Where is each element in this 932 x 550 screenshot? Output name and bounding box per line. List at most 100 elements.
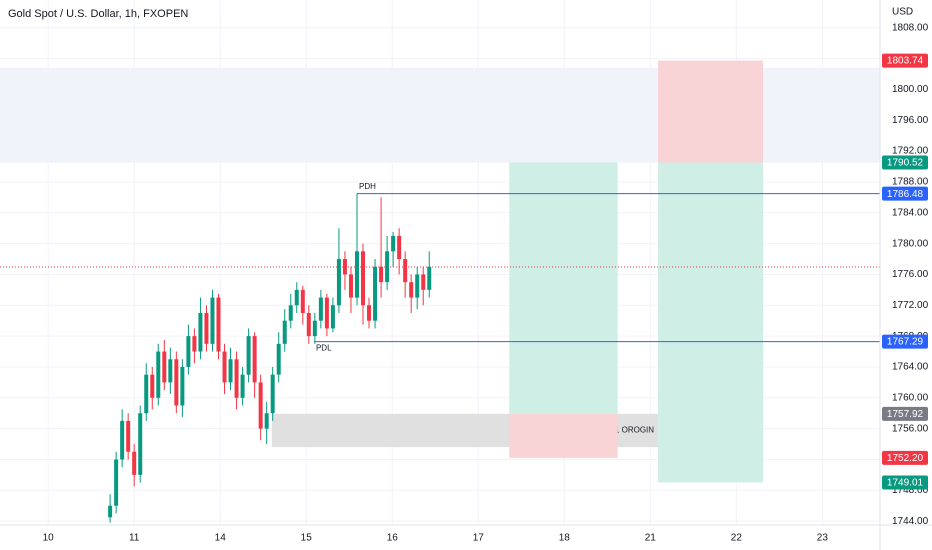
candle-body xyxy=(276,343,281,375)
y-tick-label: 1808.00 xyxy=(892,22,929,33)
x-tick-label: 14 xyxy=(215,533,227,544)
y-tick-label: 1764.00 xyxy=(892,362,929,373)
candle-body xyxy=(168,359,173,383)
candle-body xyxy=(427,266,432,290)
y-tick-label: 1792.00 xyxy=(892,146,929,157)
candle-body xyxy=(391,235,396,252)
x-tick-label: 18 xyxy=(559,533,571,544)
x-tick-label: 15 xyxy=(301,533,313,544)
candle-body xyxy=(240,374,245,398)
candle-body xyxy=(348,274,353,298)
x-tick-label: 10 xyxy=(43,533,55,544)
zone-label: H1 OROGIN xyxy=(609,426,654,435)
candle-body xyxy=(108,505,113,518)
x-tick-label: 21 xyxy=(645,533,657,544)
candle-body xyxy=(373,266,378,321)
price-badge-label: 1752.20 xyxy=(887,453,924,464)
candle-body xyxy=(180,366,185,406)
candle-body xyxy=(228,359,233,383)
price-badge xyxy=(882,450,928,465)
candle-body xyxy=(306,312,311,337)
candle-body xyxy=(397,235,402,260)
price-badge xyxy=(882,475,928,490)
price-badge xyxy=(882,186,928,201)
candle-body xyxy=(415,274,420,298)
candle-body xyxy=(312,320,317,337)
candle-body xyxy=(336,259,341,306)
candle-body xyxy=(192,336,197,352)
zone xyxy=(509,413,618,458)
price-badge xyxy=(882,53,928,68)
price-badge xyxy=(882,334,928,349)
candle-body xyxy=(367,305,372,321)
candle-body xyxy=(354,251,359,298)
x-tick-label: 11 xyxy=(129,533,140,544)
candle-body xyxy=(210,297,215,344)
candle-body xyxy=(300,289,305,313)
candle-body xyxy=(156,351,161,398)
level-label: PDL xyxy=(316,344,332,353)
price-badge-label: 1767.29 xyxy=(887,337,924,348)
candle-body xyxy=(403,259,408,283)
candle-body xyxy=(421,274,426,290)
candle-body xyxy=(144,374,149,414)
x-tick-label: 17 xyxy=(473,533,485,544)
level-label: PDH xyxy=(359,182,376,191)
candle-body xyxy=(252,336,257,383)
candle-body xyxy=(385,251,390,283)
candle-body xyxy=(342,259,347,275)
candle-body xyxy=(282,320,287,344)
y-tick-label: 1780.00 xyxy=(892,238,929,249)
price-badge-label: 1786.48 xyxy=(887,189,924,200)
candle-body xyxy=(324,297,329,329)
candle-body xyxy=(150,374,155,398)
chart-title: Gold Spot / U.S. Dollar, 1h, FXOPEN xyxy=(8,8,188,20)
price-badge xyxy=(882,406,928,421)
candle-body xyxy=(330,305,335,329)
candle-body xyxy=(198,312,203,352)
price-badge-label: 1757.92 xyxy=(887,409,924,420)
candle-body xyxy=(258,382,263,429)
candle-body xyxy=(234,359,239,398)
candle-body xyxy=(288,305,293,321)
candle-body xyxy=(264,413,269,429)
candle-body xyxy=(204,312,209,344)
price-badge-label: 1790.52 xyxy=(887,158,924,169)
x-tick-label: 22 xyxy=(731,533,743,544)
candle-body xyxy=(174,359,179,406)
x-tick-label: 16 xyxy=(387,533,399,544)
plot: H1 OROGIN PDH PDL xyxy=(0,0,880,525)
x-tick-label: 23 xyxy=(817,533,829,544)
zone xyxy=(509,162,618,414)
candle-body xyxy=(361,251,366,306)
y-tick-label: 1784.00 xyxy=(892,207,929,218)
y-tick-label: 1776.00 xyxy=(892,269,929,280)
price-badge-label: 1803.74 xyxy=(887,56,924,67)
candle-body xyxy=(162,351,167,383)
candle-body xyxy=(114,459,119,506)
candle-body xyxy=(318,297,323,321)
y-tick-label: 1760.00 xyxy=(892,392,929,403)
candle-body xyxy=(216,297,221,352)
y-tick-label: 1772.00 xyxy=(892,300,929,311)
candle-body xyxy=(222,351,227,383)
candle-body xyxy=(138,413,143,475)
candle-body xyxy=(379,266,384,283)
zone xyxy=(658,60,764,163)
candle-body xyxy=(132,451,137,475)
candle-body xyxy=(186,336,191,367)
price-badge-label: 1749.01 xyxy=(887,478,924,489)
candle-body xyxy=(126,420,131,452)
candle-body xyxy=(270,374,275,414)
price-badge xyxy=(882,155,928,170)
y-tick-label: 1744.00 xyxy=(892,516,929,527)
candle-body xyxy=(120,420,125,460)
candle-body xyxy=(409,282,414,298)
candle-body xyxy=(246,336,251,375)
zone xyxy=(658,162,764,483)
y-tick-label: 1800.00 xyxy=(892,84,929,95)
y-tick-label: 1756.00 xyxy=(892,423,929,434)
y-tick-label: 1796.00 xyxy=(892,115,929,126)
y-tick-label: 1788.00 xyxy=(892,177,929,188)
